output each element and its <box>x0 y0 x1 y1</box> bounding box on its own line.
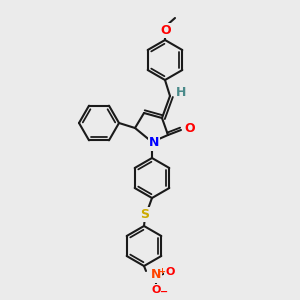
Text: O: O <box>185 122 195 134</box>
Text: O: O <box>161 23 171 37</box>
Text: S: S <box>140 208 149 220</box>
Text: N: N <box>149 136 159 149</box>
Text: +: + <box>158 266 166 275</box>
Text: O: O <box>165 267 175 277</box>
Text: N: N <box>151 268 161 281</box>
Text: −: − <box>160 287 168 297</box>
Text: H: H <box>176 85 186 98</box>
Text: O: O <box>151 285 161 295</box>
